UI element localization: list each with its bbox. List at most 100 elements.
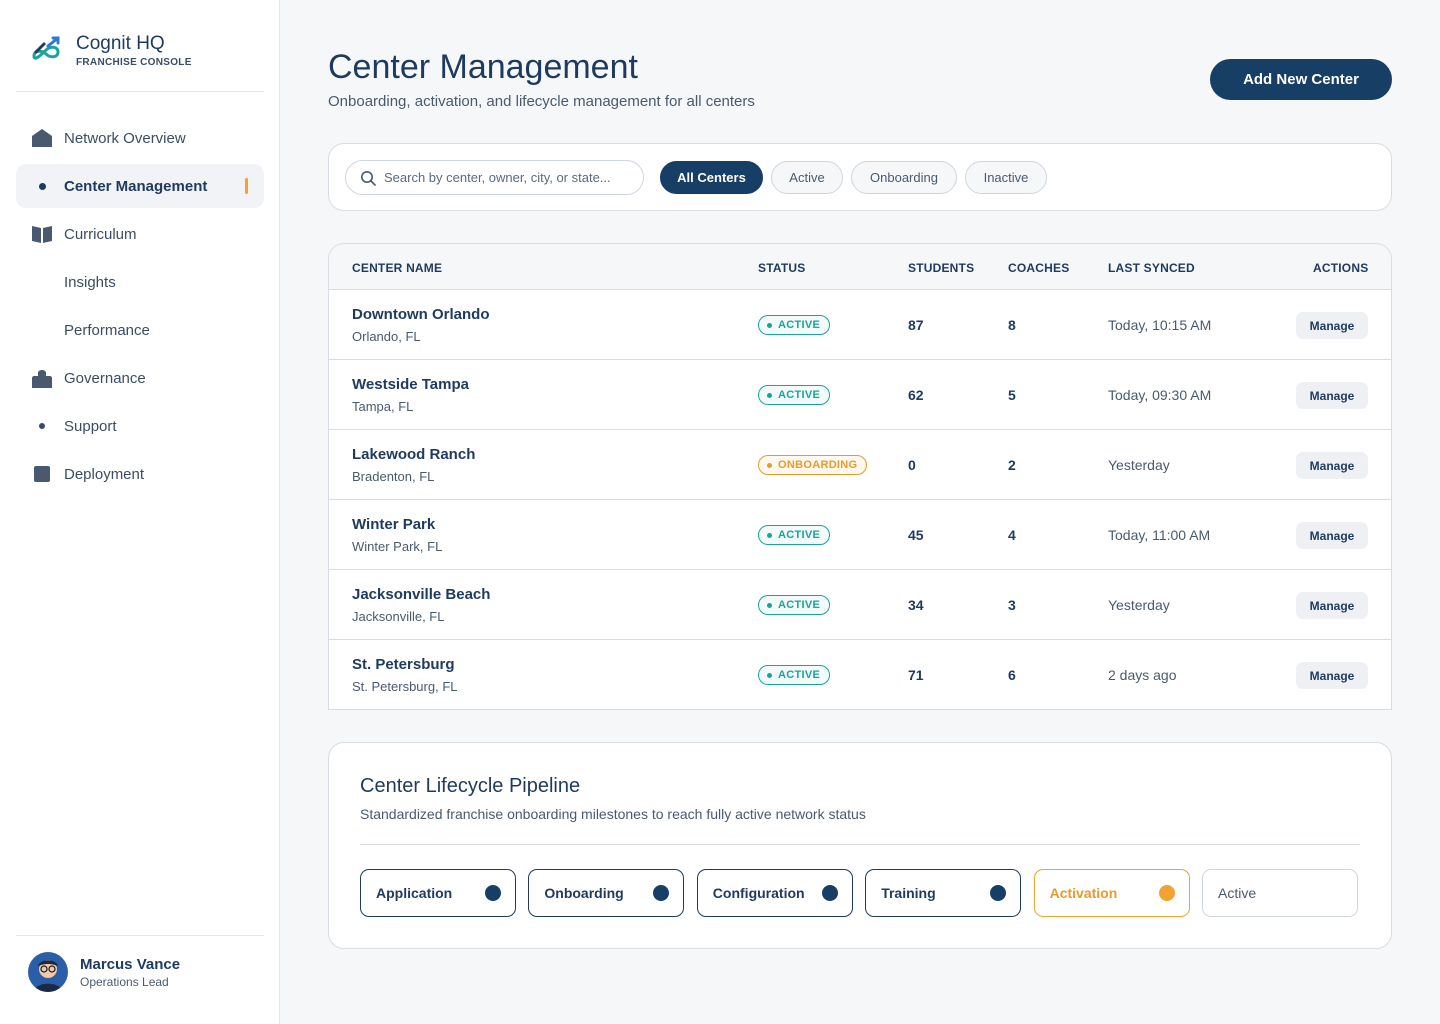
status-text: ONBOARDING [778,459,858,471]
home-icon [32,128,52,148]
lifecycle-pipeline: Center Lifecycle Pipeline Standardized f… [328,742,1392,949]
manage-button[interactable]: Manage [1296,312,1368,339]
sidebar-item-governance[interactable]: Governance [16,356,264,400]
filter-chip-active[interactable]: Active [771,161,843,194]
user-name: Marcus Vance [80,955,181,973]
search-input[interactable] [384,170,634,185]
pipeline-stage-training[interactable]: Training [865,869,1022,917]
table-row[interactable]: Winter Park Winter Park, FL ACTIVE 45 4 … [329,500,1391,570]
lock-icon [32,368,52,388]
stage-label: Active [1218,885,1257,901]
brand[interactable]: Cognit HQ FRANCHISE CONSOLE [28,32,192,68]
center-location: Bradenton, FL [352,469,435,484]
brand-logo-icon [32,36,60,60]
pipeline-stage-configuration[interactable]: Configuration [696,869,853,917]
status-badge: ACTIVE [758,665,831,685]
pipeline-stage-active[interactable]: Active [1202,869,1358,917]
center-name[interactable]: Winter Park [352,516,436,533]
page-subtitle: Onboarding, activation, and lifecycle ma… [328,93,755,110]
sidebar-item-support[interactable]: Support [16,404,264,448]
stage-status-dot-icon [821,885,838,901]
sidebar-item-label: Center Management [64,177,208,195]
table-row[interactable]: St. Petersburg St. Petersburg, FL ACTIVE… [329,640,1391,709]
coaches-count: 4 [1008,527,1016,543]
sidebar-item-label: Network Overview [64,129,186,147]
sidebar: Cognit HQ FRANCHISE CONSOLE Network Over… [0,0,280,1024]
manage-button[interactable]: Manage [1296,592,1368,619]
book-icon [32,224,52,244]
last-synced: Yesterday [1108,597,1170,613]
stage-label: Activation [1049,885,1118,901]
stage-status-dot-icon [990,885,1007,901]
column-header[interactable]: COACHES [1008,261,1070,275]
table-row[interactable]: Downtown Orlando Orlando, FL ACTIVE 87 8… [329,290,1391,360]
coaches-count: 6 [1008,667,1016,683]
filter-chip-onboarding[interactable]: Onboarding [851,161,957,194]
pipeline-stage-activation[interactable]: Activation [1033,869,1190,917]
status-dot-icon [767,462,772,468]
last-synced: Today, 09:30 AM [1108,387,1212,403]
stage-status-dot-icon [653,885,670,901]
column-header[interactable]: CENTER NAME [352,261,443,275]
filter-chip-all-centers[interactable]: All Centers [660,161,763,194]
sidebar-item-label: Curriculum [64,225,137,243]
table-header: CENTER NAME STATUS STUDENTS COACHES LAST… [329,244,1391,290]
center-name[interactable]: Lakewood Ranch [352,446,476,463]
brand-subtitle: FRANCHISE CONSOLE [76,56,192,68]
coaches-count: 3 [1008,597,1016,613]
center-name[interactable]: Jacksonville Beach [352,586,491,603]
center-name[interactable]: Westside Tampa [352,376,469,393]
table-row[interactable]: Jacksonville Beach Jacksonville, FL ACTI… [329,570,1391,640]
manage-button[interactable]: Manage [1296,522,1368,549]
sidebar-item-label: Deployment [64,465,145,483]
sidebar-item-deployment[interactable]: Deployment [16,452,264,496]
sidebar-item-performance[interactable]: Performance [16,308,264,352]
coaches-count: 8 [1008,317,1016,333]
filter-chip-inactive[interactable]: Inactive [965,161,1047,194]
active-indicator [245,178,248,194]
sidebar-item-insights[interactable]: Insights [16,260,264,304]
table-row[interactable]: Lakewood Ranch Bradenton, FL ONBOARDING … [329,430,1391,500]
manage-button[interactable]: Manage [1296,662,1368,689]
dot-icon [32,176,52,196]
center-location: Jacksonville, FL [352,609,445,624]
sidebar-item-label: Support [64,417,117,435]
center-location: Winter Park, FL [352,539,443,554]
sidebar-item-label: Governance [64,369,146,387]
stage-status-dot-icon [1158,885,1175,901]
status-dot-icon [767,392,772,398]
stage-label: Onboarding [544,885,624,901]
center-location: Tampa, FL [352,399,414,414]
page-title: Center Management [328,48,638,86]
students-count: 71 [908,667,924,683]
last-synced: Today, 10:15 AM [1108,317,1212,333]
sidebar-item-label: Insights [64,273,116,291]
sidebar-item-center-management[interactable]: Center Management [16,164,264,208]
column-header: ACTIONS [1313,261,1369,275]
table-body: Downtown Orlando Orlando, FL ACTIVE 87 8… [329,290,1391,709]
status-text: ACTIVE [778,529,821,541]
sidebar-item-network-overview[interactable]: Network Overview [16,116,264,160]
sidebar-item-curriculum[interactable]: Curriculum [16,212,264,256]
center-name[interactable]: St. Petersburg [352,656,455,673]
sidebar-divider [16,91,264,92]
manage-button[interactable]: Manage [1296,452,1368,479]
manage-button[interactable]: Manage [1296,382,1368,409]
stage-label: Application [376,885,453,901]
center-name[interactable]: Downtown Orlando [352,306,490,323]
add-new-center-button[interactable]: Add New Center [1210,59,1392,100]
pipeline-subtitle: Standardized franchise onboarding milest… [360,806,866,822]
column-header[interactable]: STATUS [758,261,806,275]
status-dot-icon [767,532,772,538]
status-text: ACTIVE [778,599,821,611]
coaches-count: 2 [1008,457,1016,473]
pipeline-stage-onboarding[interactable]: Onboarding [528,869,685,917]
table-row[interactable]: Westside Tampa Tampa, FL ACTIVE 62 5 Tod… [329,360,1391,430]
status-badge: ACTIVE [758,315,831,335]
search-box[interactable] [345,160,644,195]
column-header[interactable]: LAST SYNCED [1108,261,1195,275]
column-header[interactable]: STUDENTS [908,261,975,275]
students-count: 87 [908,317,924,333]
user-profile[interactable]: Marcus Vance Operations Lead [28,952,180,992]
pipeline-stage-application[interactable]: Application [360,869,516,917]
